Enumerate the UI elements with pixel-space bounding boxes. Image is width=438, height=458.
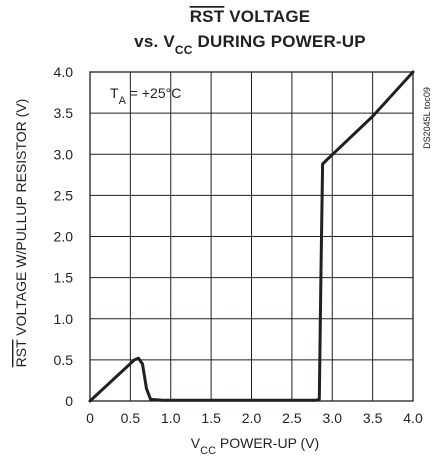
grid-lines [90,72,413,401]
figure-id-label: DS2045L toc09 [422,87,432,149]
x-tick-label: 2.5 [282,410,302,426]
y-tick-label: 0 [65,393,73,409]
x-axis-label: VCC POWER-UP (V) [191,435,319,457]
y-tick-label: 0.5 [54,352,74,368]
y-tick-label: 1.5 [54,270,74,286]
chart-title-line2-pre: vs. V [134,32,175,51]
y-tick-label: 3.0 [54,146,74,162]
ylabel-rest: VOLTAGE W/PULLUP RESISTOR (V) [13,99,29,340]
y-tick-label: 2.0 [54,229,74,245]
x-tick-label: 0 [86,410,94,426]
temperature-annotation: TA = +25°C [110,85,181,107]
x-tick-label: 3.5 [363,410,383,426]
x-tick-label: 0.5 [121,410,141,426]
y-tick-labels: 0 0.5 1.0 1.5 2.0 2.5 3.0 3.5 4.0 [54,64,74,409]
y-tick-label: 1.0 [54,311,74,327]
y-tick-label: 4.0 [54,64,74,80]
annot-sub: A [119,95,127,107]
rst-voltage-series-line [88,70,415,403]
y-axis-label: RST VOLTAGE W/PULLUP RESISTOR (V) [13,99,29,368]
series-layer [88,70,415,403]
annot-rest: = +25°C [126,85,181,101]
chart-title-line2: vs. VCC DURING POWER-UP [134,32,366,57]
x-tick-label: 1.0 [161,410,181,426]
x-tick-labels: 0 0.5 1.0 1.5 2.0 2.5 3.0 3.5 4.0 [86,410,423,426]
ylabel-overline: RST [13,339,29,367]
x-tick-label: 3.0 [323,410,343,426]
chart-title-line1-rest: VOLTAGE [224,7,310,26]
chart-title-overline: RST [190,7,225,26]
xlabel-rest: POWER-UP (V) [216,435,319,451]
annot-main: T [110,85,119,101]
xlabel-main: V [191,435,201,451]
y-tick-label: 3.5 [54,105,74,121]
xlabel-sub: CC [200,445,216,457]
x-tick-label: 2.0 [242,410,262,426]
x-tick-label: 1.5 [201,410,221,426]
chart-title-line1: RST VOLTAGE [190,7,311,26]
chart-title-line2-sub: CC [175,43,193,57]
y-tick-label: 2.5 [54,187,74,203]
chart-title-line2-post: DURING POWER-UP [193,32,366,51]
x-tick-label: 4.0 [403,410,423,426]
